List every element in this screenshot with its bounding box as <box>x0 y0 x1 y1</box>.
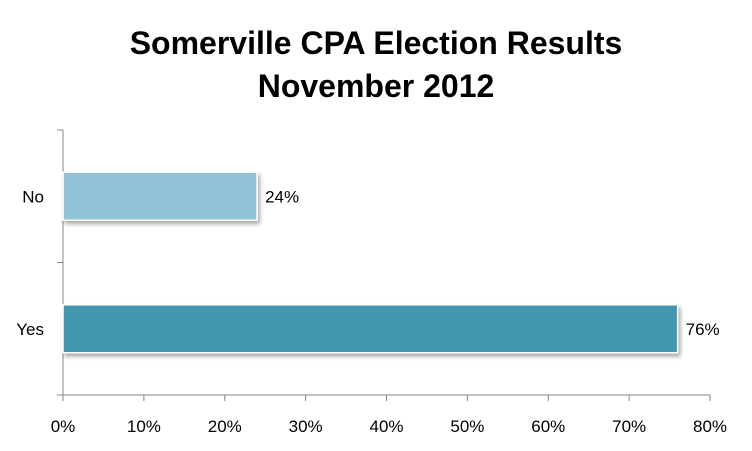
x-tick-label: 20% <box>208 417 242 436</box>
x-tick-label: 50% <box>450 417 484 436</box>
bar-no <box>62 171 258 221</box>
x-tick-label: 70% <box>612 417 646 436</box>
data-label: 76% <box>686 320 720 339</box>
x-tick-label: 40% <box>369 417 403 436</box>
category-label: Yes <box>16 320 44 339</box>
x-tick-label: 0% <box>51 417 76 436</box>
x-tick-label: 30% <box>289 417 323 436</box>
x-tick-label: 60% <box>531 417 565 436</box>
bar-yes <box>62 304 679 354</box>
chart-subtitle: November 2012 <box>257 68 495 104</box>
chart-title: Somerville CPA Election Results November… <box>0 22 752 108</box>
chart-title-line1: Somerville CPA Election Results <box>129 25 623 61</box>
category-label: No <box>22 187 44 206</box>
x-tick-label: 80% <box>693 417 727 436</box>
data-label: 24% <box>265 187 299 206</box>
x-tick-label: 10% <box>127 417 161 436</box>
